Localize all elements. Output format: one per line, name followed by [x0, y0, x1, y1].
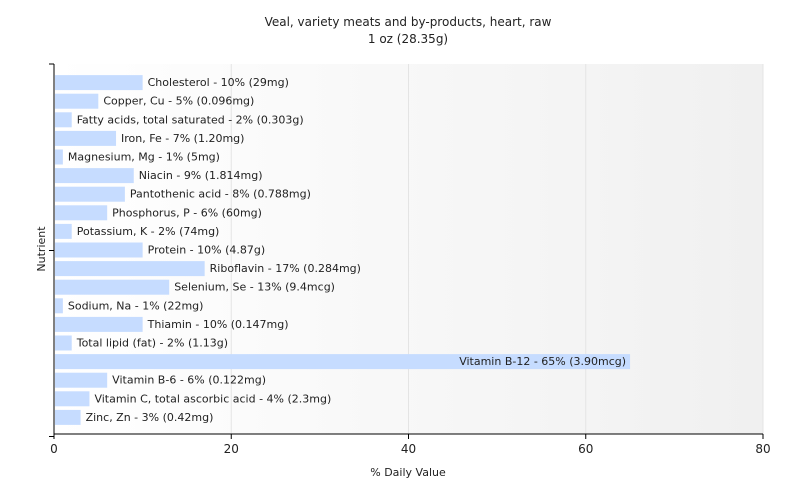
bar-14: [55, 335, 72, 351]
x-ticks: 0 20 40 60 80: [49, 63, 771, 456]
bar-label-11: Selenium, Se - 13% (9.4mcg): [174, 281, 335, 294]
y-axis-label: Nutrient: [35, 226, 48, 272]
chart-title: Veal, variety meats and by-products, hea…: [265, 15, 552, 29]
x-tick-label-3: 60: [578, 442, 593, 456]
bar-label-9: Protein - 10% (4.87g): [148, 244, 266, 257]
bar-label-14: Total lipid (fat) - 2% (1.13g): [76, 337, 228, 350]
bar-18: [55, 409, 81, 425]
x-tick-label-0: 0: [50, 442, 58, 456]
bar-label-6: Pantothenic acid - 8% (0.788mg): [130, 188, 311, 201]
bar-16: [55, 372, 108, 388]
bar-7: [55, 205, 108, 221]
bar-label-0: Cholesterol - 10% (29mg): [148, 76, 289, 89]
bar-label-16: Vitamin B-6 - 6% (0.122mg): [112, 374, 266, 387]
bar-0: [55, 75, 143, 91]
bar-label-18: Zinc, Zn - 3% (0.42mg): [86, 411, 214, 424]
bar-8: [55, 223, 72, 239]
bar-15: [55, 354, 631, 370]
bar-11: [55, 279, 170, 295]
bar-6: [55, 186, 125, 202]
x-tick-label-1: 20: [224, 442, 239, 456]
bar-label-12: Sodium, Na - 1% (22mg): [68, 299, 204, 312]
bar-label-1: Copper, Cu - 5% (0.096mg): [103, 95, 254, 108]
x-tick-label-2: 40: [401, 442, 416, 456]
bars: Cholesterol - 10% (29mg) Copper, Cu - 5% …: [55, 75, 631, 425]
bar-13: [55, 316, 143, 332]
bar-2: [55, 112, 72, 128]
bar-label-8: Potassium, K - 2% (74mg): [77, 225, 220, 238]
bar-4: [55, 149, 63, 165]
bar-5: [55, 168, 134, 184]
bar-label-3: Iron, Fe - 7% (1.20mg): [121, 132, 244, 145]
bar-12: [55, 298, 63, 314]
bar-label-5: Niacin - 9% (1.814mg): [139, 169, 263, 182]
x-tick-label-4: 80: [755, 442, 770, 456]
grid-lines: [230, 64, 764, 434]
x-axis-label: % Daily Value: [370, 466, 446, 479]
bar-3: [55, 130, 117, 146]
bar-9: [55, 242, 143, 258]
bar-1: [55, 93, 99, 109]
bar-label-15: Vitamin B-12 - 65% (3.90mcg): [459, 355, 626, 368]
bar-10: [55, 261, 205, 277]
bar-label-13: Thiamin - 10% (0.147mg): [147, 318, 289, 331]
chart-subtitle: 1 oz (28.35g): [368, 32, 448, 46]
bar-label-7: Phosphorus, P - 6% (60mg): [112, 206, 262, 219]
bar-label-2: Fatty acids, total saturated - 2% (0.303…: [77, 113, 304, 126]
bar-label-17: Vitamin C, total ascorbic acid - 4% (2.3…: [94, 392, 331, 405]
bar-17: [55, 391, 90, 407]
bar-label-4: Magnesium, Mg - 1% (5mg): [68, 151, 220, 164]
bar-label-10: Riboflavin - 17% (0.284mg): [210, 262, 361, 275]
